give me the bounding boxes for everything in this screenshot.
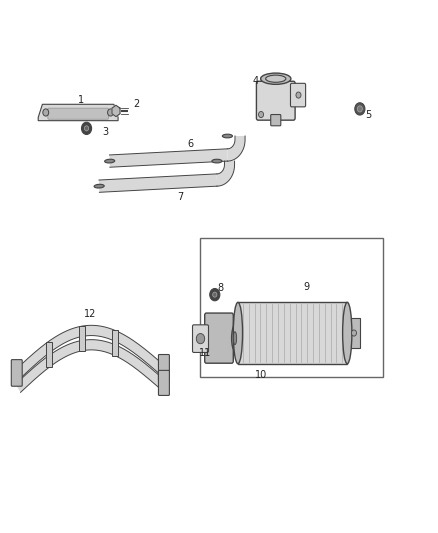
Polygon shape [112, 106, 120, 117]
Circle shape [258, 111, 264, 118]
Ellipse shape [94, 184, 104, 188]
Polygon shape [15, 340, 163, 392]
FancyBboxPatch shape [159, 354, 170, 381]
Ellipse shape [105, 159, 115, 163]
Ellipse shape [233, 302, 243, 364]
FancyBboxPatch shape [290, 83, 306, 107]
Text: 4: 4 [253, 76, 259, 86]
FancyBboxPatch shape [193, 325, 208, 352]
Polygon shape [38, 104, 118, 120]
Text: 2: 2 [133, 99, 139, 109]
Bar [238, 302, 347, 364]
Circle shape [296, 92, 301, 98]
Polygon shape [227, 136, 245, 161]
Bar [200, 238, 383, 376]
Polygon shape [217, 161, 235, 186]
Circle shape [108, 109, 113, 116]
FancyBboxPatch shape [159, 370, 170, 395]
Polygon shape [99, 174, 217, 192]
Circle shape [357, 106, 362, 112]
Bar [346, 318, 360, 349]
Text: 10: 10 [255, 370, 267, 380]
Polygon shape [110, 149, 228, 167]
Ellipse shape [223, 134, 233, 138]
FancyBboxPatch shape [271, 115, 281, 126]
Ellipse shape [212, 159, 222, 163]
Text: 6: 6 [187, 139, 194, 149]
Text: 12: 12 [84, 309, 96, 319]
Circle shape [43, 109, 49, 116]
Circle shape [81, 122, 92, 134]
Ellipse shape [343, 302, 352, 364]
Circle shape [196, 334, 205, 344]
Text: 11: 11 [199, 349, 212, 359]
Circle shape [355, 103, 365, 115]
Bar [46, 342, 52, 367]
Ellipse shape [232, 326, 238, 351]
Text: 7: 7 [177, 192, 183, 203]
FancyBboxPatch shape [48, 108, 109, 119]
Circle shape [351, 330, 357, 336]
Bar [79, 326, 85, 351]
Text: 1: 1 [78, 95, 84, 105]
Text: 3: 3 [102, 127, 108, 138]
Text: 5: 5 [365, 109, 371, 119]
Text: 8: 8 [217, 283, 223, 293]
Bar [112, 330, 118, 356]
Text: 9: 9 [303, 282, 309, 292]
FancyBboxPatch shape [256, 81, 295, 120]
Polygon shape [15, 325, 163, 378]
Circle shape [210, 288, 220, 301]
Circle shape [213, 292, 217, 297]
Circle shape [85, 126, 88, 131]
FancyBboxPatch shape [205, 313, 233, 363]
Ellipse shape [233, 332, 237, 344]
FancyBboxPatch shape [11, 360, 22, 386]
Ellipse shape [261, 73, 291, 84]
Ellipse shape [266, 75, 286, 82]
